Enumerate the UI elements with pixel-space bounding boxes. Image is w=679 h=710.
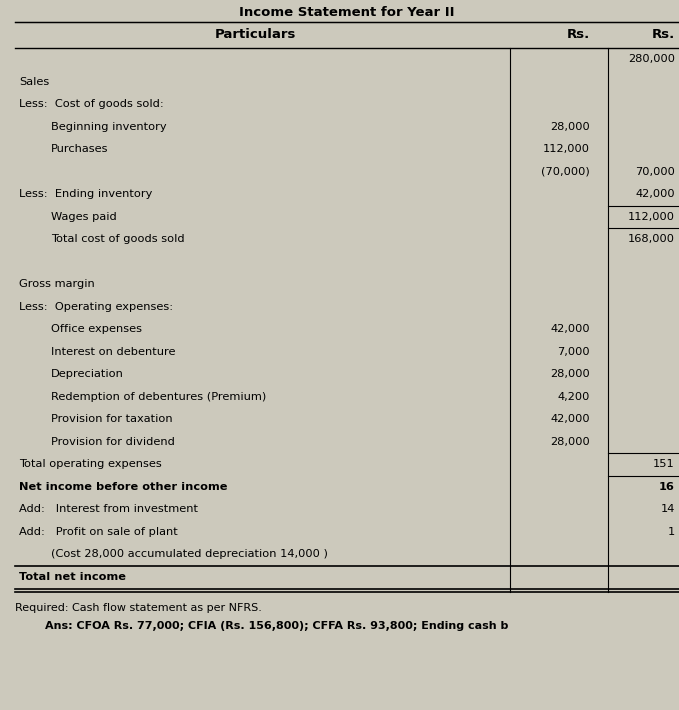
Text: Depreciation: Depreciation <box>51 369 124 379</box>
Text: 151: 151 <box>653 459 675 469</box>
Text: Less:  Cost of goods sold:: Less: Cost of goods sold: <box>19 99 164 109</box>
Text: 112,000: 112,000 <box>543 144 590 154</box>
Text: Less:  Operating expenses:: Less: Operating expenses: <box>19 302 173 312</box>
Text: Beginning inventory: Beginning inventory <box>51 121 166 132</box>
Text: Rs.: Rs. <box>567 28 590 41</box>
Text: 42,000: 42,000 <box>551 324 590 334</box>
Text: 1: 1 <box>667 527 675 537</box>
Text: Less:  Ending inventory: Less: Ending inventory <box>19 190 152 200</box>
Text: (Cost 28,000 accumulated depreciation 14,000 ): (Cost 28,000 accumulated depreciation 14… <box>51 550 328 559</box>
Text: Particulars: Particulars <box>215 28 295 41</box>
Text: Required: Cash flow statement as per NFRS.: Required: Cash flow statement as per NFR… <box>15 604 262 613</box>
Text: 168,000: 168,000 <box>628 234 675 244</box>
Text: 4,200: 4,200 <box>557 392 590 402</box>
Text: Net income before other income: Net income before other income <box>19 482 227 492</box>
Text: Wages paid: Wages paid <box>51 212 117 222</box>
Text: 7,000: 7,000 <box>557 346 590 356</box>
Text: 42,000: 42,000 <box>551 414 590 425</box>
Text: 70,000: 70,000 <box>635 167 675 177</box>
Text: Redemption of debentures (Premium): Redemption of debentures (Premium) <box>51 392 266 402</box>
Text: 280,000: 280,000 <box>628 54 675 64</box>
Text: Total operating expenses: Total operating expenses <box>19 459 162 469</box>
Text: Add:   Profit on sale of plant: Add: Profit on sale of plant <box>19 527 178 537</box>
Text: 28,000: 28,000 <box>550 369 590 379</box>
Text: Interest on debenture: Interest on debenture <box>51 346 175 356</box>
Text: 16: 16 <box>659 482 675 492</box>
Text: 14: 14 <box>661 504 675 514</box>
Text: Gross margin: Gross margin <box>19 279 95 289</box>
Text: 112,000: 112,000 <box>628 212 675 222</box>
Text: (70,000): (70,000) <box>541 167 590 177</box>
Text: Total net income: Total net income <box>19 572 126 581</box>
Text: 28,000: 28,000 <box>550 437 590 447</box>
Text: Provision for dividend: Provision for dividend <box>51 437 175 447</box>
Text: Sales: Sales <box>19 77 50 87</box>
Text: Income Statement for Year II: Income Statement for Year II <box>239 6 455 18</box>
Text: 42,000: 42,000 <box>636 190 675 200</box>
Text: Rs.: Rs. <box>652 28 675 41</box>
Text: Total cost of goods sold: Total cost of goods sold <box>51 234 185 244</box>
Text: 28,000: 28,000 <box>550 121 590 132</box>
Text: Ans: CFOA Rs. 77,000; CFIA (Rs. 156,800); CFFA Rs. 93,800; Ending cash b: Ans: CFOA Rs. 77,000; CFIA (Rs. 156,800)… <box>45 621 509 631</box>
Text: Provision for taxation: Provision for taxation <box>51 414 172 425</box>
Text: Add:   Interest from investment: Add: Interest from investment <box>19 504 198 514</box>
Text: Purchases: Purchases <box>51 144 109 154</box>
Text: Office expenses: Office expenses <box>51 324 142 334</box>
